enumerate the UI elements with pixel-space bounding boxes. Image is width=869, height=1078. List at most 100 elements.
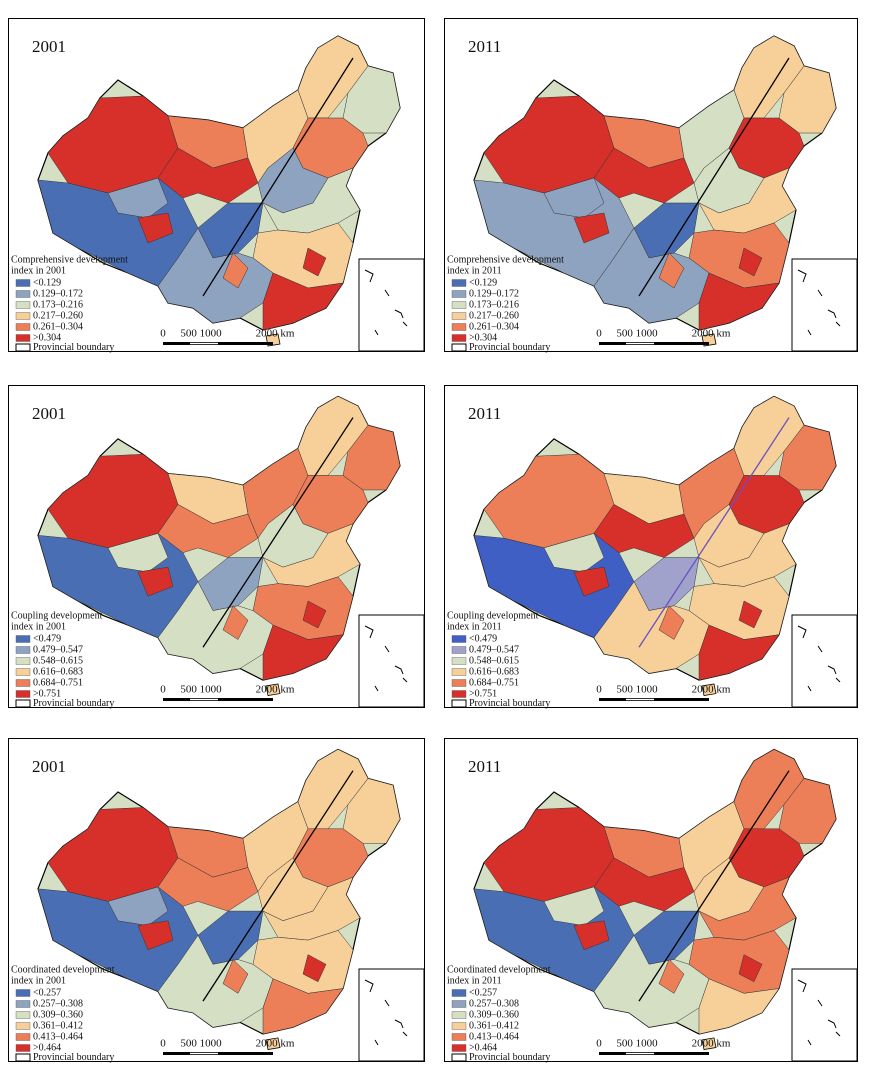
scale-bar-gap — [626, 342, 654, 345]
legend-swatch — [451, 1000, 467, 1008]
region — [573, 920, 610, 951]
inset-islands — [364, 625, 408, 692]
legend-label: >0.304 — [469, 332, 497, 343]
region — [262, 978, 344, 1035]
region — [262, 272, 344, 331]
legend-label: <0.479 — [469, 633, 497, 644]
region — [302, 600, 327, 629]
year-label: 2001 — [32, 404, 66, 423]
region — [658, 959, 685, 994]
legend-swatch — [451, 989, 467, 997]
legend-label: 0.684–0.751 — [469, 677, 519, 688]
legend-label: >0.751 — [469, 688, 497, 699]
region — [573, 212, 610, 244]
legend-swatch — [15, 646, 31, 654]
legend-swatch — [451, 323, 467, 331]
inset-islands — [797, 269, 841, 336]
legend-label: <0.479 — [33, 633, 61, 644]
year-label: 2011 — [468, 404, 501, 423]
legend-label: 0.217–0.260 — [33, 310, 83, 321]
china-map — [37, 395, 401, 696]
legend-swatch — [15, 1000, 31, 1008]
legend-swatch-boundary — [451, 1053, 467, 1062]
legend-title: index in 2011 — [447, 621, 502, 632]
legend-swatch — [15, 657, 31, 665]
hu-line — [202, 57, 354, 297]
inset-box — [791, 258, 858, 352]
region — [222, 959, 249, 994]
legend-label: 0.257–0.308 — [469, 998, 519, 1009]
legend-label: Provincial boundary — [33, 342, 114, 353]
legend-swatch — [451, 1044, 467, 1052]
china-map — [473, 35, 837, 347]
hainan — [701, 1037, 717, 1050]
legend-swatch — [15, 290, 31, 298]
legend-label: <0.257 — [33, 987, 61, 998]
legend-label: >0.304 — [33, 332, 61, 343]
legend-label: Provincial boundary — [469, 1052, 550, 1063]
scale-label: 0 — [596, 684, 602, 696]
legend-swatch — [15, 279, 31, 287]
legend-swatch-boundary — [451, 343, 467, 352]
inset-box — [791, 968, 858, 1062]
legend-label: <0.257 — [469, 987, 497, 998]
legend-title: index in 2011 — [447, 975, 502, 986]
region — [302, 247, 327, 277]
legend-swatch-boundary — [15, 699, 31, 708]
region — [137, 920, 174, 951]
scale-label: 500 1000 — [180, 1038, 222, 1050]
legend-swatch — [15, 668, 31, 676]
legend-title: Coupling development — [11, 610, 103, 621]
legend-title: Coupling development — [447, 610, 539, 621]
inset-box — [358, 258, 425, 352]
region — [222, 252, 249, 289]
region — [222, 605, 249, 640]
scale-bar-gap — [190, 342, 218, 345]
legend-label: 0.361–0.412 — [469, 1020, 519, 1031]
region — [738, 954, 763, 983]
legend-swatch — [451, 1011, 467, 1019]
legend-label: 0.684–0.751 — [33, 677, 83, 688]
year-label: 2001 — [32, 37, 66, 56]
legend-swatch — [451, 690, 467, 698]
legend-label: 0.257–0.308 — [33, 998, 83, 1009]
region — [543, 886, 605, 926]
legend-swatch — [15, 1022, 31, 1030]
legend-swatch — [451, 668, 467, 676]
hu-line — [638, 770, 790, 1002]
legend-label: 0.173–0.216 — [469, 299, 519, 310]
legend-swatch — [15, 1033, 31, 1041]
legend-swatch — [15, 323, 31, 331]
scale-label: 2000 km — [692, 328, 731, 340]
legend-label: >0.751 — [33, 688, 61, 699]
region — [543, 533, 605, 573]
legend-swatch — [15, 989, 31, 997]
legend-label: <0.129 — [33, 277, 61, 288]
legend-swatch-boundary — [15, 1053, 31, 1062]
china-map — [37, 35, 401, 347]
legend-label: Provincial boundary — [469, 342, 550, 353]
legend-swatch — [451, 334, 467, 342]
hainan — [265, 683, 281, 696]
legend-label: >0.464 — [469, 1042, 497, 1053]
china-map — [473, 395, 837, 696]
legend-label: 0.309–0.360 — [33, 1009, 83, 1020]
legend-label: 0.616–0.683 — [33, 666, 83, 677]
legend-label: 0.548–0.615 — [469, 655, 519, 666]
legend-title: index in 2001 — [11, 975, 66, 986]
hu-line — [638, 57, 790, 297]
inset-box — [791, 614, 858, 708]
scale-label: 500 1000 — [616, 328, 658, 340]
scale-label: 2000 km — [256, 328, 295, 340]
legend-swatch — [451, 1033, 467, 1041]
legend-title: index in 2001 — [11, 265, 66, 276]
legend-title: Coordinated development — [447, 964, 551, 975]
year-label: 2001 — [32, 757, 66, 776]
hainan — [265, 1037, 281, 1050]
china-map — [37, 748, 401, 1050]
region — [698, 272, 780, 331]
legend-label: 0.616–0.683 — [469, 666, 519, 677]
